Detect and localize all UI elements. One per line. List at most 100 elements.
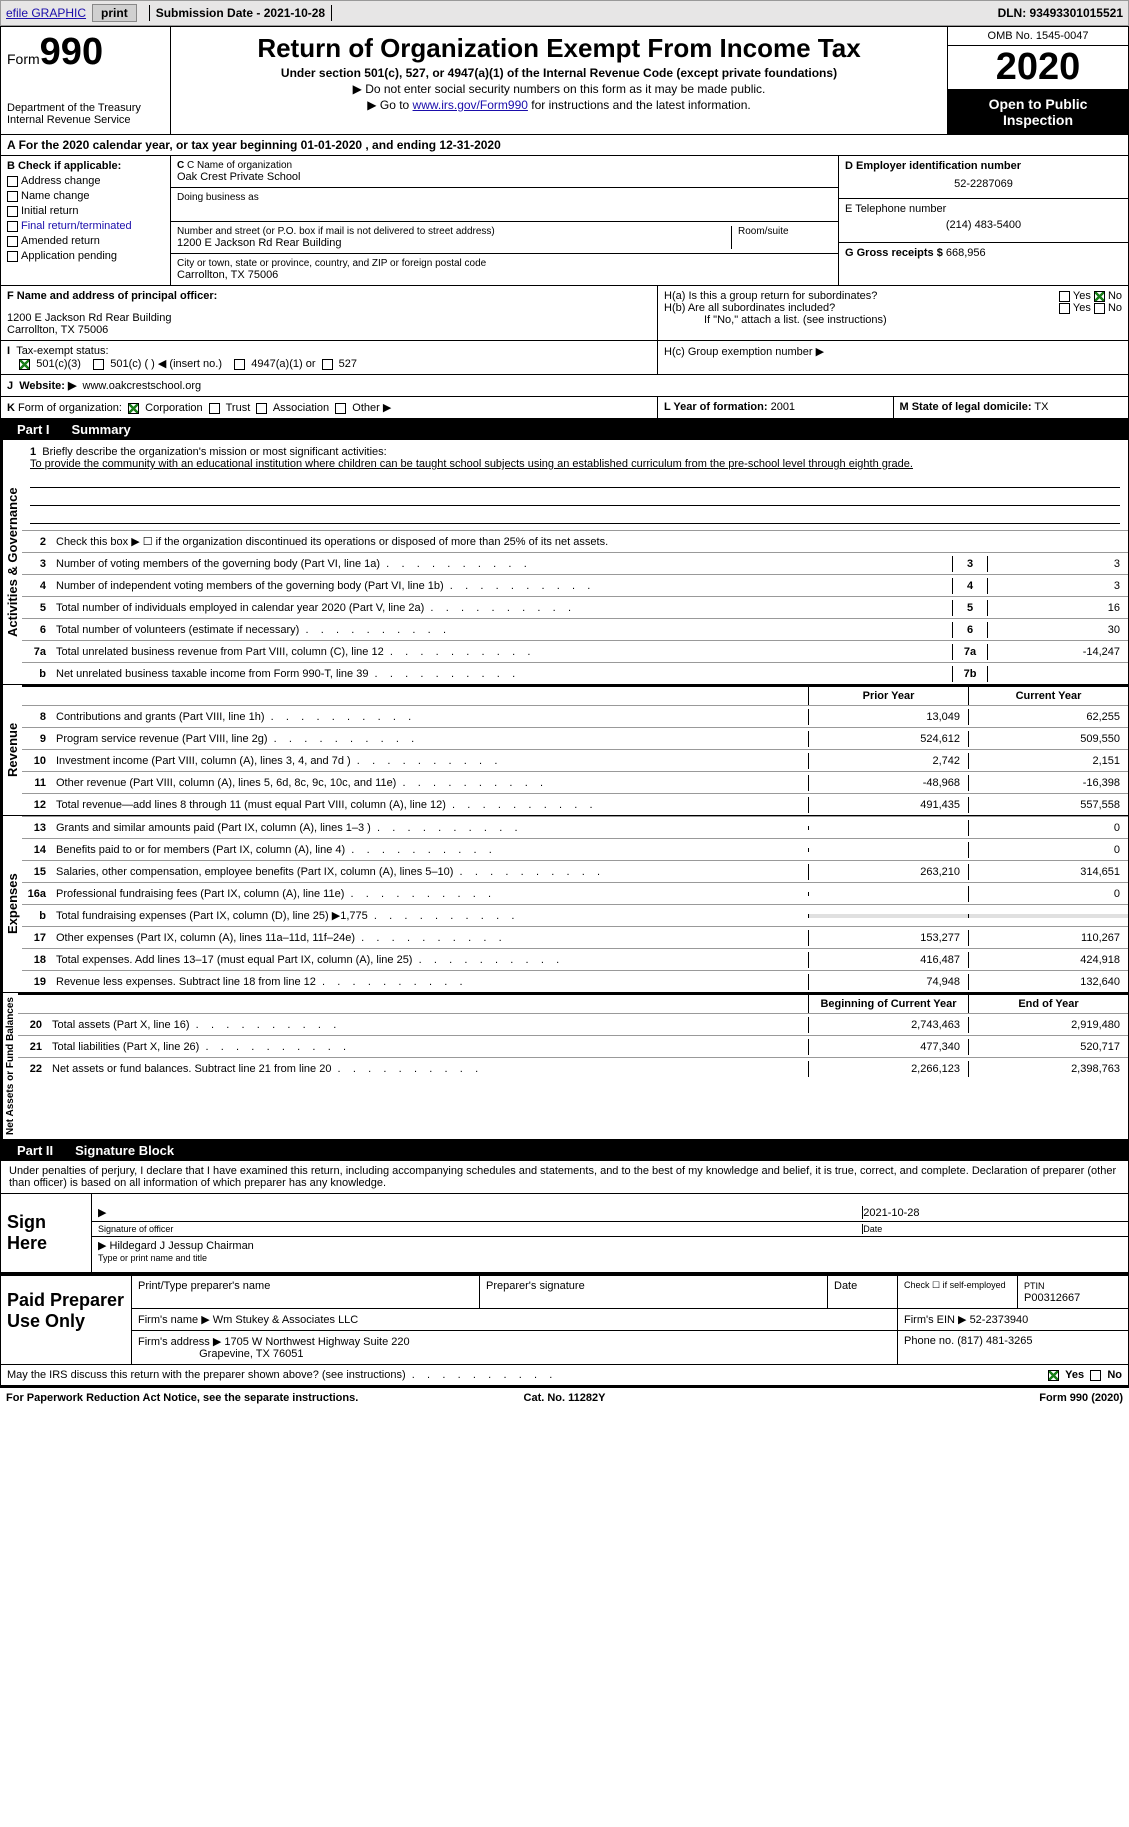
current-year-value: 2,398,763 [968,1061,1128,1077]
firm-name-value: Wm Stukey & Associates LLC [213,1314,359,1326]
domicile-value: TX [1034,401,1048,413]
discuss-yes[interactable]: Yes [1065,1369,1084,1381]
ein-label: D Employer identification number [845,160,1021,172]
q2-text: Check this box ▶ ☐ if the organization d… [52,533,1128,550]
prior-year-value: 2,266,123 [808,1061,968,1077]
sig-date-label: Date [863,1224,1122,1234]
city-value: Carrollton, TX 75006 [177,269,832,281]
te-4947[interactable]: 4947(a)(1) or [251,358,315,370]
footer: For Paperwork Reduction Act Notice, see … [0,1386,1129,1408]
fo-assoc[interactable]: Association [273,402,329,414]
print-button[interactable]: print [92,4,137,22]
side-activities: Activities & Governance [1,440,22,684]
gov-value: 3 [988,578,1128,594]
current-year-header: Current Year [968,687,1128,705]
footer-mid: Cat. No. 11282Y [524,1392,606,1404]
cb-address-change[interactable]: Address change [21,175,101,187]
prior-year-value [808,848,968,852]
current-year-value: 110,267 [968,930,1128,946]
discuss-no[interactable]: No [1107,1369,1122,1381]
fo-trust[interactable]: Trust [226,402,251,414]
sig-date-value: 2021-10-28 [863,1207,1122,1219]
prep-sig-label: Preparer's signature [480,1276,828,1308]
fo-corp[interactable]: Corporation [145,402,202,414]
cb-amended[interactable]: Amended return [21,235,100,247]
omb-number: OMB No. 1545-0047 [948,27,1128,46]
ha-label: H(a) Is this a group return for subordin… [664,290,1059,302]
mission-text: To provide the community with an educati… [30,458,1120,470]
street-label: Number and street (or P.O. box if mail i… [177,226,725,237]
phone-value: (214) 483-5400 [845,219,1122,231]
gov-value: -14,247 [988,644,1128,660]
hb-yes[interactable]: Yes [1073,302,1091,314]
part2-header: Part II Signature Block [1,1140,1128,1161]
officer-label: F Name and address of principal officer: [7,290,651,302]
line-box: 4 [952,578,988,594]
perjury-declaration: Under penalties of perjury, I declare th… [1,1161,1128,1194]
current-year-value: 509,550 [968,731,1128,747]
cb-application-pending[interactable]: Application pending [21,250,117,262]
prior-year-value: 153,277 [808,930,968,946]
prior-year-value: 477,340 [808,1039,968,1055]
form-org-label: Form of organization: [18,402,122,414]
te-501c[interactable]: 501(c) ( ) ◀ (insert no.) [110,358,222,370]
domicile-label: M State of legal domicile: [900,401,1032,413]
row-text: Salaries, other compensation, employee b… [56,866,453,878]
self-employed-check[interactable]: Check ☐ if self-employed [898,1276,1018,1308]
officer-addr1: 1200 E Jackson Rd Rear Building [7,312,651,324]
form-title: Return of Organization Exempt From Incom… [177,33,941,64]
room-label: Room/suite [738,226,832,237]
hc-label: H(c) Group exemption number ▶ [658,341,1128,374]
phone-label: E Telephone number [845,203,1122,215]
firm-addr-label: Firm's address ▶ [138,1336,221,1348]
current-year-value: 0 [968,820,1128,836]
te-501c3[interactable]: 501(c)(3) [36,358,81,370]
cb-name-change[interactable]: Name change [21,190,90,202]
gov-text: Number of voting members of the governin… [56,558,380,570]
row-text: Investment income (Part VIII, column (A)… [56,755,351,767]
ha-no[interactable]: No [1108,290,1122,302]
row-text: Revenue less expenses. Subtract line 18 … [56,976,316,988]
efile-link[interactable]: efile GRAPHIC [6,6,86,20]
part1-header: Part I Summary [1,419,1128,440]
ssn-warning: ▶ Do not enter social security numbers o… [177,82,941,96]
prior-year-value: 2,743,463 [808,1017,968,1033]
hb-no[interactable]: No [1108,302,1122,314]
irs-link[interactable]: www.irs.gov/Form990 [413,98,528,112]
prior-year-value: 74,948 [808,974,968,990]
city-label: City or town, state or province, country… [177,258,832,269]
firm-addr2: Grapevine, TX 76051 [199,1348,303,1360]
goto-pre: ▶ Go to [367,98,412,112]
part2-title: Signature Block [75,1143,174,1158]
tax-year-text: For the 2020 calendar year, or tax year … [19,138,501,152]
form-header: Form990 Department of the Treasury Inter… [1,27,1128,135]
current-year-value: 2,151 [968,753,1128,769]
dln: DLN: 93493301015521 [998,6,1123,20]
fo-other[interactable]: Other ▶ [352,402,391,414]
tax-exempt-label: Tax-exempt status: [16,345,108,357]
prior-year-value [808,892,968,896]
part2-num: Part II [11,1143,59,1158]
current-year-value: 520,717 [968,1039,1128,1055]
row-text: Total fundraising expenses (Part IX, col… [56,910,368,922]
ha-yes[interactable]: Yes [1073,290,1091,302]
tax-year-row: A For the 2020 calendar year, or tax yea… [1,135,1128,156]
current-year-value: 2,919,480 [968,1017,1128,1033]
row-text: Program service revenue (Part VIII, line… [56,733,268,745]
h-note: If "No," attach a list. (see instruction… [664,314,1122,326]
te-527[interactable]: 527 [339,358,357,370]
line-box: 6 [952,622,988,638]
row-text: Professional fundraising fees (Part IX, … [56,888,344,900]
cb-final-return[interactable]: Final return/terminated [21,220,132,232]
prior-year-value: 2,742 [808,753,968,769]
form-subtitle: Under section 501(c), 527, or 4947(a)(1)… [177,66,941,80]
paid-preparer-label: Paid Preparer Use Only [1,1276,131,1364]
sig-officer-label: Signature of officer [98,1224,863,1234]
officer-name-title: Hildegard J Jessup Chairman [110,1240,254,1252]
gross-label: G Gross receipts $ [845,247,943,259]
cb-initial-return[interactable]: Initial return [21,205,78,217]
line-box: 7a [952,644,988,660]
ptin-label: PTIN [1024,1281,1045,1291]
discuss-text: May the IRS discuss this return with the… [7,1369,1048,1381]
row-text: Total assets (Part X, line 16) [52,1019,190,1031]
